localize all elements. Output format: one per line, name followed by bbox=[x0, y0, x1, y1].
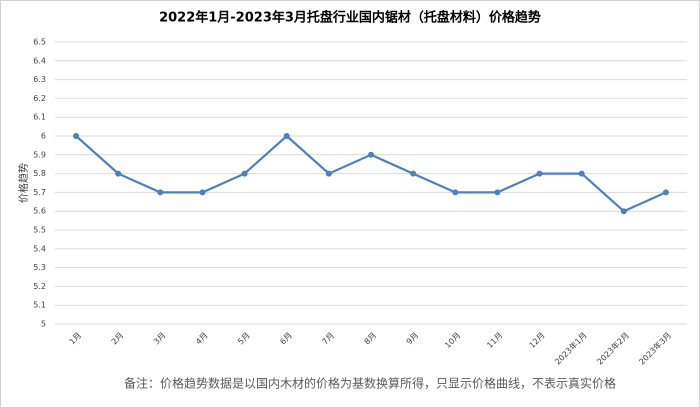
footnote: 备注：价格趋势数据是以国内木材的价格为基数换算所得，只显示价格曲线，不表示真实价… bbox=[124, 376, 616, 391]
y-tick-label: 5.6 bbox=[33, 207, 46, 216]
y-tick-label: 5.8 bbox=[33, 169, 46, 178]
marker bbox=[410, 170, 417, 177]
y-tick-label: 5.1 bbox=[33, 301, 46, 310]
y-tick-label: 5.3 bbox=[33, 263, 46, 272]
marker bbox=[73, 133, 80, 139]
y-axis-label: 价格趋势 bbox=[17, 163, 30, 203]
y-tick-label: 6.2 bbox=[33, 94, 46, 103]
y-tick-label: 6.5 bbox=[33, 38, 46, 47]
marker bbox=[368, 151, 374, 158]
y-tick-label: 6.4 bbox=[33, 56, 46, 65]
marker bbox=[325, 170, 332, 177]
y-tick-label: 5 bbox=[41, 320, 46, 329]
y-tick-label: 5.2 bbox=[33, 282, 46, 291]
marker bbox=[283, 133, 290, 139]
y-tick-label: 6.3 bbox=[33, 75, 46, 84]
marker bbox=[578, 170, 585, 177]
y-tick-label: 5.7 bbox=[33, 188, 46, 197]
marker bbox=[115, 170, 122, 177]
marker bbox=[662, 189, 669, 196]
y-tick-label: 6.1 bbox=[33, 113, 46, 122]
y-tick-label: 5.4 bbox=[33, 244, 46, 253]
marker bbox=[494, 189, 501, 196]
marker bbox=[157, 189, 164, 196]
marker bbox=[241, 170, 248, 177]
marker bbox=[536, 170, 543, 177]
y-tick-label: 6 bbox=[41, 132, 46, 141]
chart-title: 2022年1月-2023年3月托盘行业国内锯材（托盘材料）价格趋势 bbox=[159, 10, 541, 26]
marker bbox=[199, 189, 206, 196]
marker bbox=[452, 189, 459, 196]
y-tick-label: 5.5 bbox=[33, 226, 46, 235]
marker bbox=[620, 208, 627, 215]
y-tick-label: 5.9 bbox=[33, 150, 46, 159]
